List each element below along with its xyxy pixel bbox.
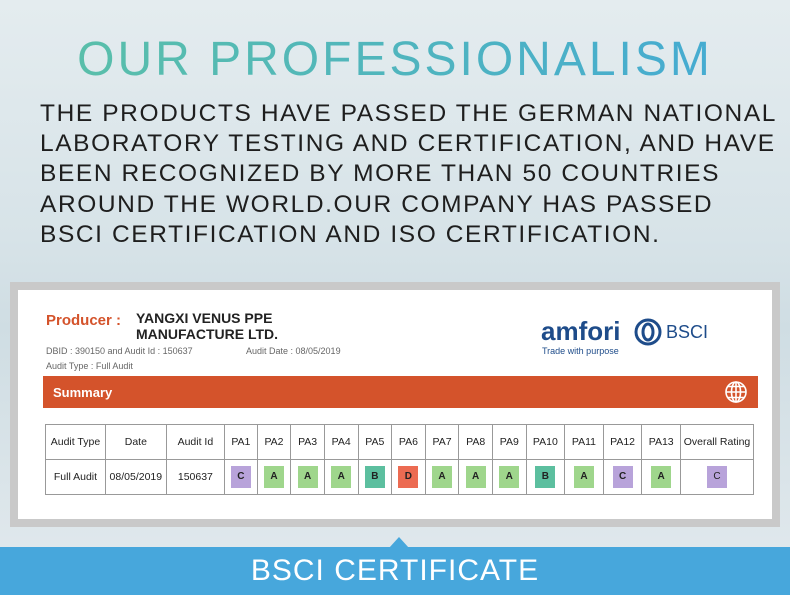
logo-tagline: Trade with purpose (542, 346, 619, 356)
header-cell: PA9 (491, 424, 527, 460)
rating-cell: A (256, 459, 292, 495)
header-cell: PA3 (290, 424, 325, 460)
header-cell: PA8 (458, 424, 493, 460)
header-cell: PA13 (641, 424, 681, 460)
rating-cell: A (290, 459, 325, 495)
rating-cell: A (458, 459, 493, 495)
footer-notch (389, 537, 409, 548)
logo-brand: amfori (541, 316, 621, 346)
certificate: Producer : YANGXI VENUS PPE MANUFACTURE … (10, 282, 780, 527)
header-cell: PA6 (391, 424, 426, 460)
header-cell: PA11 (564, 424, 604, 460)
audit-date: Audit Date : 08/05/2019 (246, 346, 341, 356)
rating-badge: B (535, 466, 556, 488)
rating-cell: C (679, 459, 755, 495)
rating-badge: A (499, 466, 520, 488)
data-cell: 08/05/2019 (104, 459, 167, 495)
logo-program: BSCI (666, 322, 709, 342)
header-cell: PA1 (224, 424, 258, 460)
intro-line: LABORATORY TESTING AND CERTIFICATION, AN… (40, 130, 776, 157)
rating-badge: C (706, 466, 727, 488)
data-cell: 150637 (165, 459, 226, 495)
rating-cell: A (564, 459, 604, 495)
rating-badge: A (432, 466, 453, 488)
header-cell: Date (104, 424, 167, 460)
heading: OUR PROFESSIONALISM (0, 32, 790, 87)
data-row: Full Audit 08/05/2019 150637 C A A A B D A A A B A C A C (45, 459, 755, 495)
rating-cell: B (357, 459, 393, 495)
intro-line: AROUND THE WORLD.OUR COMPANY HAS PASSED (40, 191, 714, 218)
rating-badge: B (364, 466, 385, 488)
rating-badge: A (651, 466, 672, 488)
rating-cell: D (391, 459, 426, 495)
globe-icon (725, 381, 747, 403)
producer-label: Producer : (46, 312, 122, 329)
audit-type: Audit Type : Full Audit (46, 361, 133, 371)
header-cell: PA2 (256, 424, 292, 460)
rating-cell: C (602, 459, 643, 495)
header-cell: PA12 (602, 424, 643, 460)
producer-name: YANGXI VENUS PPE (136, 310, 273, 326)
rating-cell: A (641, 459, 681, 495)
intro-line: THE PRODUCTS HAVE PASSED THE GERMAN NATI… (40, 100, 777, 127)
intro-line: BSCI CERTIFICATION AND ISO CERTIFICATION… (40, 221, 661, 248)
rating-cell: A (491, 459, 527, 495)
rating-cell: A (323, 459, 359, 495)
producer-name: MANUFACTURE LTD. (136, 326, 279, 342)
header-cell: PA4 (323, 424, 359, 460)
header-cell: Overall Rating (679, 424, 755, 460)
summary-title: Summary (53, 385, 113, 400)
rating-badge: A (331, 466, 352, 488)
header-cell: Audit Id (165, 424, 226, 460)
rating-badge: A (465, 466, 486, 488)
rating-badge: A (263, 466, 284, 488)
data-cell: Full Audit (45, 459, 106, 495)
intro-line: BEEN RECOGNIZED BY MORE THAN 50 COUNTRIE… (40, 160, 721, 187)
rating-badge: A (297, 466, 318, 488)
rating-cell: A (424, 459, 460, 495)
logo-icon (634, 318, 662, 346)
audit-table: Audit Type Date Audit Id PA1 PA2 PA3 PA4 PA5 PA6… (45, 424, 755, 495)
audit-ids: DBID : 390150 and Audit Id : 150637 (46, 346, 193, 356)
header-cell: PA10 (525, 424, 566, 460)
footer-banner: BSCI CERTIFICATE (0, 547, 790, 595)
header-cell: PA5 (357, 424, 393, 460)
rating-badge: C (612, 466, 633, 488)
rating-cell: C (224, 459, 258, 495)
rating-badge: A (573, 466, 594, 488)
header-row: Audit Type Date Audit Id PA1 PA2 PA3 PA4 PA5 PA6… (45, 424, 755, 460)
header-cell: PA7 (424, 424, 460, 460)
summary-bar: Summary (43, 376, 758, 408)
rating-badge: D (398, 466, 419, 488)
rating-cell: B (525, 459, 566, 495)
header-cell: Audit Type (45, 424, 106, 460)
rating-badge: C (230, 466, 251, 488)
